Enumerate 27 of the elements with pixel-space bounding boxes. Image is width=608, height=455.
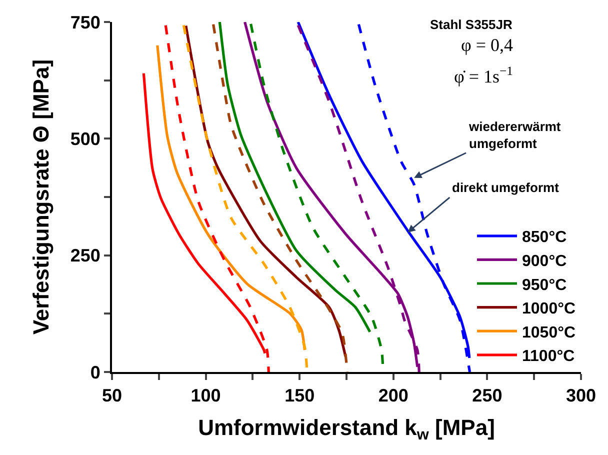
legend-label: 1100°C: [522, 348, 576, 366]
legend-label: 900°C: [522, 252, 568, 270]
line-series: [218, 22, 372, 334]
legend-label: 950°C: [522, 276, 568, 294]
x-tick-label: 300: [566, 386, 596, 406]
annotation: φ = 0,4: [461, 35, 514, 55]
x-tick-label: 200: [378, 386, 408, 406]
y-tick-label: 750: [70, 12, 100, 32]
line-series: [212, 23, 349, 372]
line-series: [156, 44, 306, 352]
annotation: Stahl S355JR: [430, 17, 513, 32]
annotation: φ̇ = 1s$^{−1}$: [454, 64, 513, 87]
x-axis-title: Umformwiderstand k$_{w}$ [MPa]: [198, 415, 495, 444]
y-tick-label: 250: [70, 246, 100, 266]
x-tick-label: 50: [102, 386, 122, 406]
legend-label: 1050°C: [522, 324, 576, 342]
annotation: direkt umgeformt: [452, 180, 560, 195]
y-axis-title: Verfestigungsrate Θ [MPa]: [28, 59, 54, 335]
legend-label: 1000°C: [522, 300, 576, 318]
line-series: [244, 22, 419, 368]
x-tick-label: 250: [472, 386, 502, 406]
x-tick-label: 150: [284, 386, 315, 406]
legend-label: 850°C: [522, 229, 568, 246]
annotation: wiedererwärmt umgeformt: [468, 119, 562, 151]
x-tick-label: 100: [190, 386, 221, 406]
y-tick-label: 500: [70, 128, 100, 149]
y-tick-label: 0: [90, 362, 100, 382]
